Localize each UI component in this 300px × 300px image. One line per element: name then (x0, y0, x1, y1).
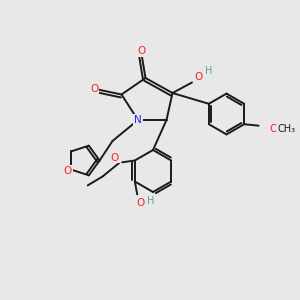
Text: O: O (269, 124, 278, 134)
Text: O: O (64, 166, 72, 176)
Text: N: N (134, 115, 142, 125)
Text: O: O (195, 71, 203, 82)
Text: O: O (90, 83, 99, 94)
Text: CH₃: CH₃ (277, 124, 295, 134)
Text: O: O (137, 198, 145, 208)
Text: O: O (137, 46, 145, 56)
Text: H: H (147, 196, 154, 206)
Text: O: O (111, 152, 119, 163)
Text: H: H (206, 66, 213, 76)
